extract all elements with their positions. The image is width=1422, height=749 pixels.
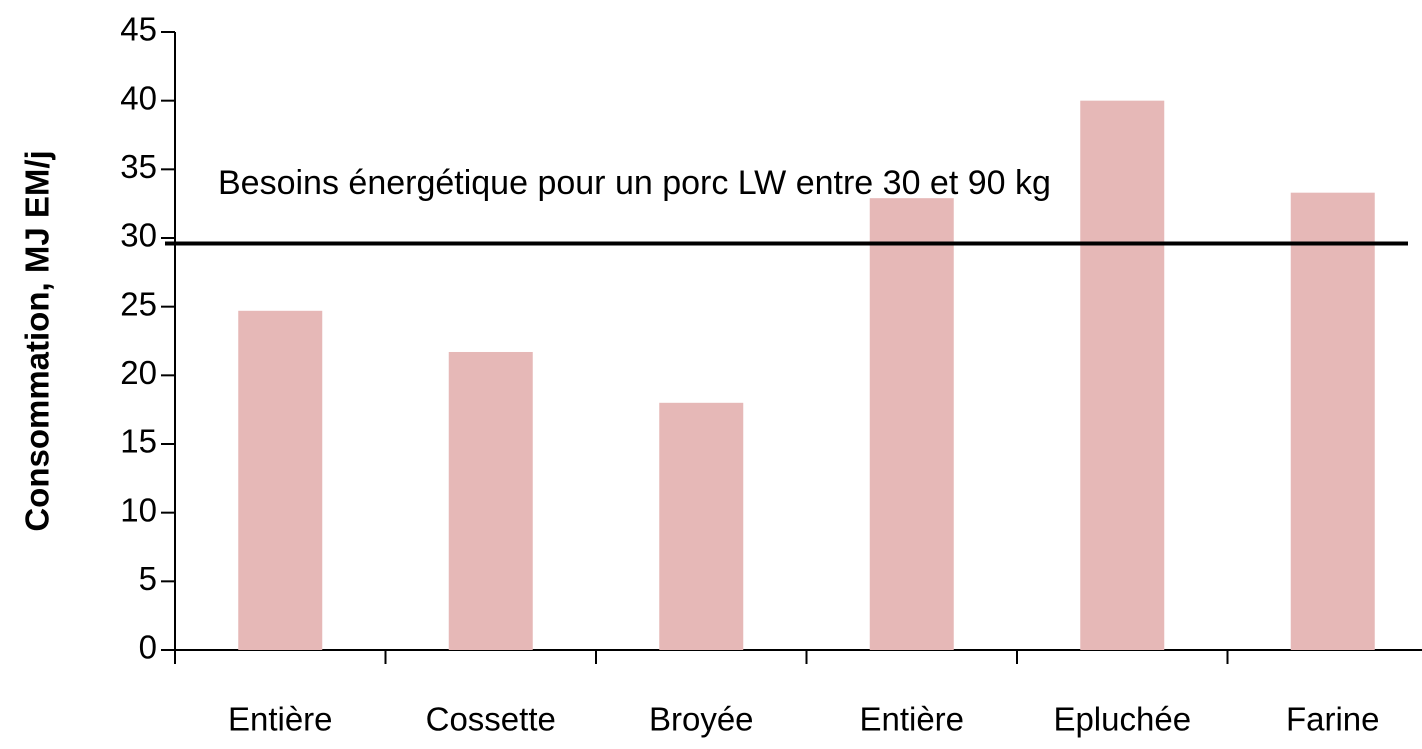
bar xyxy=(659,402,744,650)
y-tick-label: 30 xyxy=(120,217,157,254)
reference-label: Besoins énergétique pour un porc LW entr… xyxy=(218,164,1051,202)
x-tick-label: Farine xyxy=(1286,701,1380,738)
y-tick-label: 35 xyxy=(120,148,157,185)
y-tick-label: 10 xyxy=(120,491,157,528)
bar xyxy=(1290,192,1375,650)
y-axis-label: Consommation, MJ EM/j xyxy=(19,150,56,531)
bar xyxy=(448,351,533,650)
y-tick-label: 25 xyxy=(120,285,157,322)
y-tick-label: 40 xyxy=(120,79,157,116)
bar xyxy=(238,310,323,650)
y-tick-label: 45 xyxy=(120,11,157,48)
y-tick-label: 15 xyxy=(120,423,157,460)
x-tick-label: Entière xyxy=(859,701,964,738)
bar xyxy=(869,198,954,650)
bar xyxy=(1080,100,1165,650)
y-tick-label: 5 xyxy=(139,560,157,597)
y-tick-label: 20 xyxy=(120,354,157,391)
x-tick-label: Broyée xyxy=(649,701,754,738)
x-tick-label: Epluchée xyxy=(1053,701,1191,738)
y-tick-label: 0 xyxy=(139,629,157,666)
x-tick-label: Cossette xyxy=(426,701,556,738)
x-tick-label: Entière xyxy=(228,701,333,738)
